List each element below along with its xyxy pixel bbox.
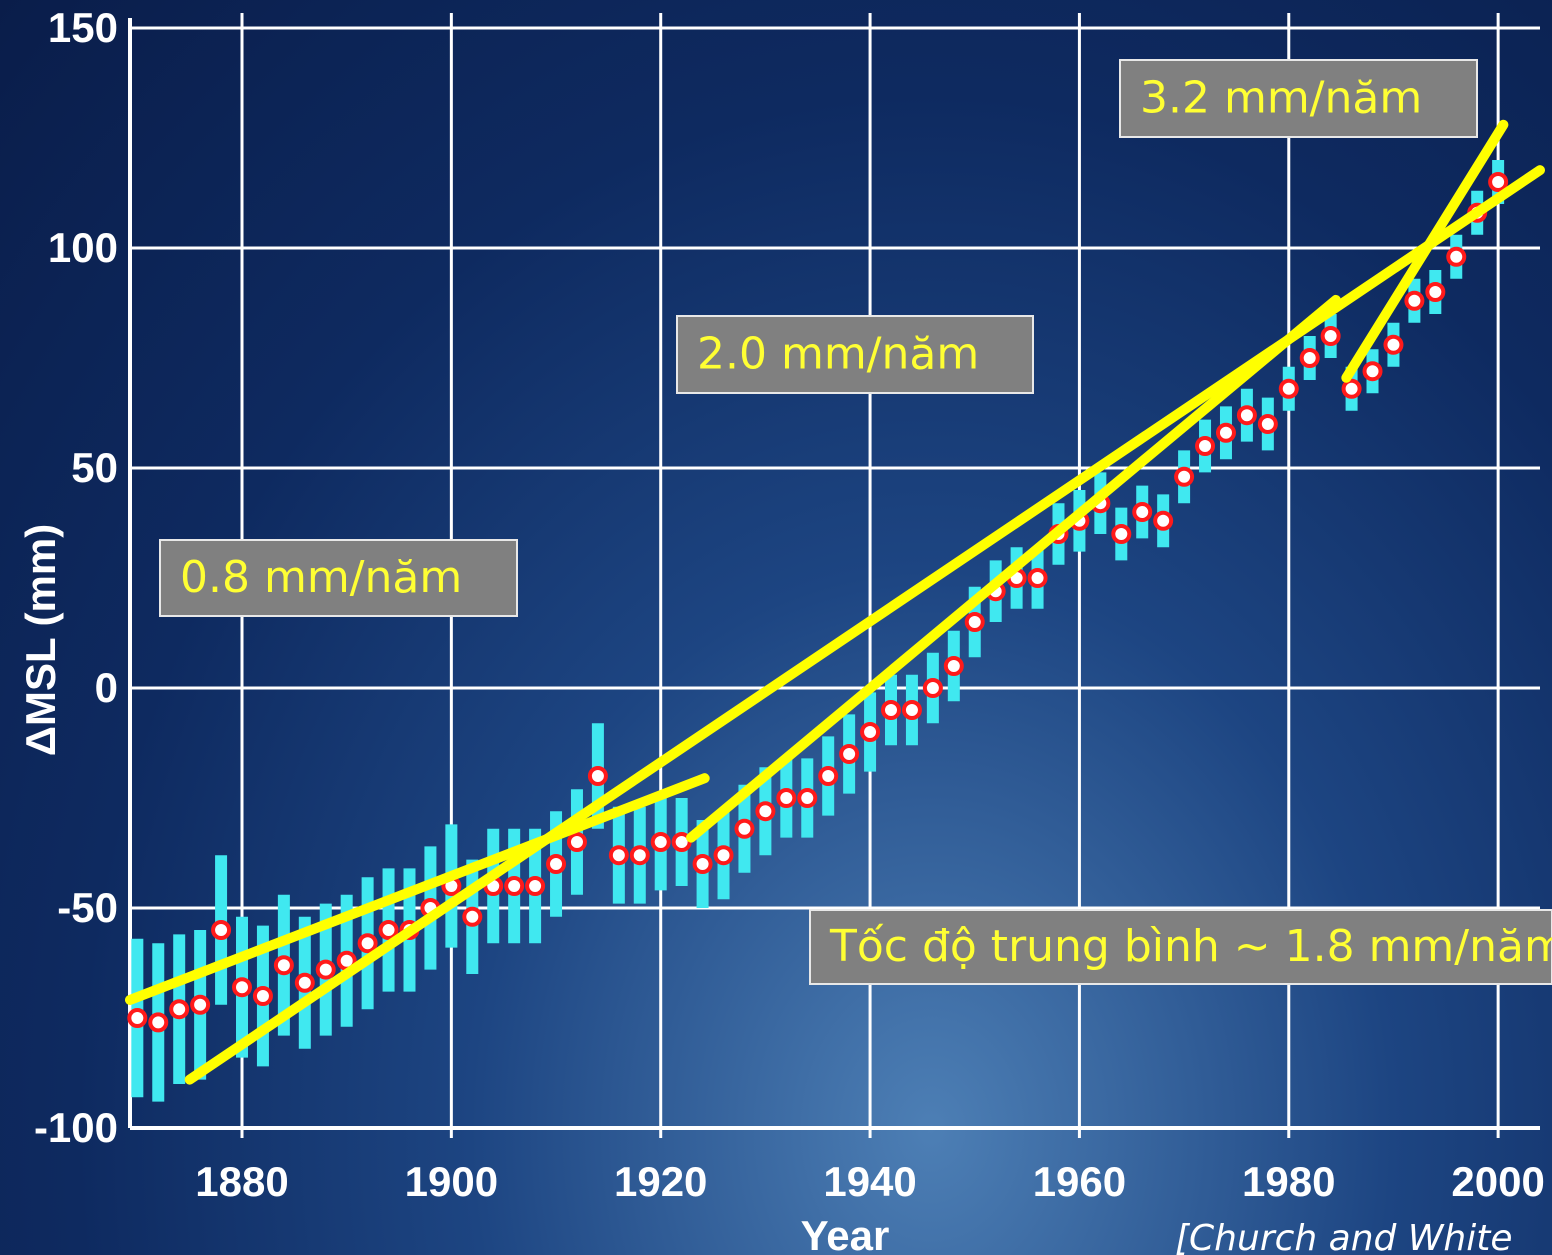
data-point xyxy=(799,790,815,806)
x-tick-label: 1980 xyxy=(1242,1158,1335,1205)
data-point xyxy=(904,702,920,718)
y-axis-label: ΔMSL (mm) xyxy=(17,524,64,756)
data-point xyxy=(569,834,585,850)
data-point xyxy=(381,922,397,938)
data-point xyxy=(1155,513,1171,529)
data-point xyxy=(297,975,313,991)
data-point xyxy=(1344,381,1360,397)
y-tick-label: 0 xyxy=(95,664,118,711)
data-point xyxy=(1030,570,1046,586)
data-point xyxy=(653,834,669,850)
x-tick-label: 1880 xyxy=(195,1158,288,1205)
data-point xyxy=(129,1010,145,1026)
data-point xyxy=(1239,407,1255,423)
data-point xyxy=(1281,381,1297,397)
data-point xyxy=(548,856,564,872)
data-point xyxy=(318,962,334,978)
trend-line xyxy=(1346,125,1503,378)
data-point xyxy=(1365,363,1381,379)
data-point xyxy=(1134,504,1150,520)
annotation: Tốc độ trung bình ~ 1.8 mm/năm xyxy=(829,921,1552,972)
data-point xyxy=(150,1014,166,1030)
data-point xyxy=(611,847,627,863)
data-point xyxy=(1176,469,1192,485)
source-note: [Church and White xyxy=(1175,1218,1513,1255)
data-point xyxy=(276,957,292,973)
annotation: 2.0 mm/năm xyxy=(697,329,979,380)
data-point xyxy=(1385,337,1401,353)
data-point xyxy=(1302,350,1318,366)
data-point xyxy=(883,702,899,718)
data-point xyxy=(967,614,983,630)
x-tick-label: 1900 xyxy=(405,1158,498,1205)
annotation: 3.2 mm/năm xyxy=(1140,73,1422,124)
data-point xyxy=(527,878,543,894)
x-tick-label: 2000 xyxy=(1451,1158,1544,1205)
x-tick-label: 1920 xyxy=(614,1158,707,1205)
data-point xyxy=(946,658,962,674)
data-point xyxy=(757,803,773,819)
data-point xyxy=(234,979,250,995)
y-tick-label: 150 xyxy=(48,4,118,51)
x-tick-label: 1940 xyxy=(823,1158,916,1205)
data-point xyxy=(590,768,606,784)
data-point xyxy=(1218,425,1234,441)
data-point xyxy=(716,847,732,863)
data-point xyxy=(1113,526,1129,542)
data-point xyxy=(1323,328,1339,344)
data-point xyxy=(841,746,857,762)
data-point xyxy=(1448,249,1464,265)
data-point xyxy=(464,909,480,925)
data-point xyxy=(171,1001,187,1017)
data-point xyxy=(192,997,208,1013)
data-point xyxy=(1427,284,1443,300)
data-point xyxy=(1490,174,1506,190)
y-tick-label: -50 xyxy=(57,884,118,931)
x-axis-label: Year xyxy=(801,1212,890,1255)
y-tick-label: -100 xyxy=(34,1104,118,1151)
data-point xyxy=(1260,416,1276,432)
data-point xyxy=(778,790,794,806)
y-tick-label: 50 xyxy=(71,444,118,491)
data-point xyxy=(360,935,376,951)
chart: ΔMSL (mm) Year [Church and White -100 -50… xyxy=(0,0,1552,1255)
data-point xyxy=(862,724,878,740)
data-point xyxy=(1197,438,1213,454)
data-point xyxy=(820,768,836,784)
data-point xyxy=(925,680,941,696)
annotation: 0.8 mm/năm xyxy=(180,552,462,603)
data-point xyxy=(1406,293,1422,309)
data-point xyxy=(695,856,711,872)
data-point xyxy=(506,878,522,894)
data-point xyxy=(736,821,752,837)
x-tick-label: 1960 xyxy=(1033,1158,1126,1205)
data-point xyxy=(213,922,229,938)
data-point xyxy=(632,847,648,863)
y-tick-label: 100 xyxy=(48,224,118,271)
data-point xyxy=(255,988,271,1004)
